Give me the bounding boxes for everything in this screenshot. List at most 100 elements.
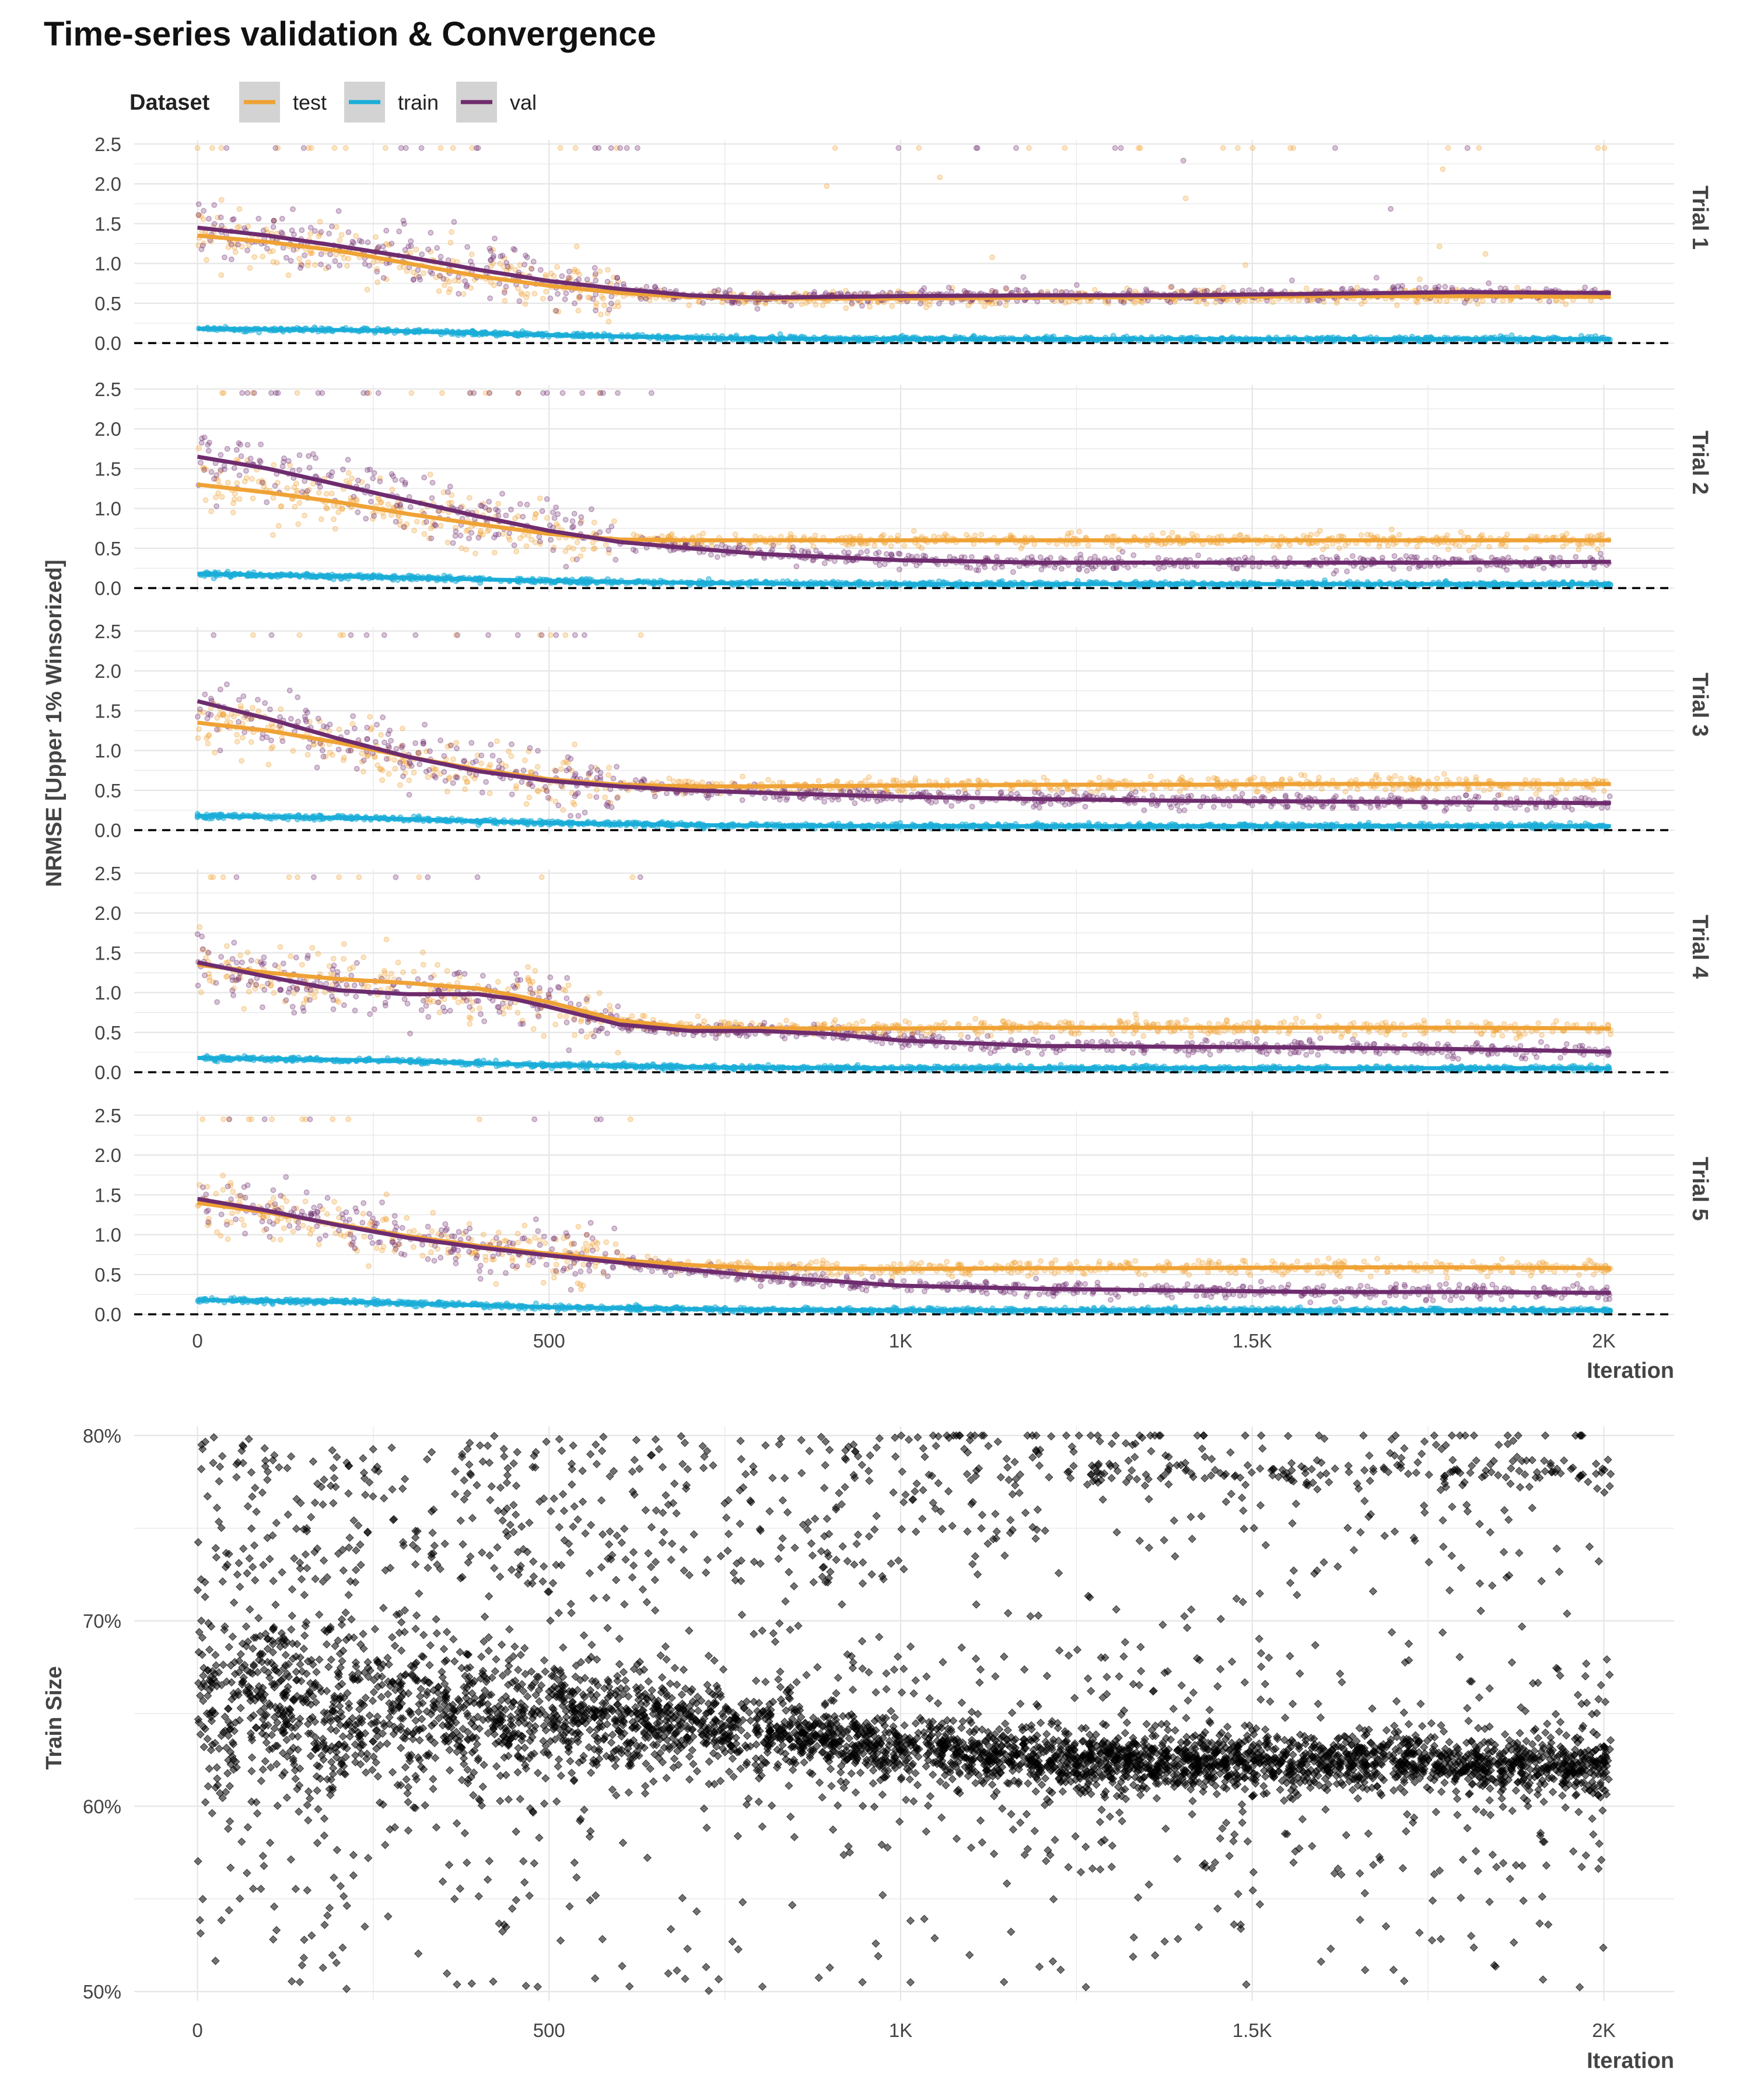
point-test — [1182, 195, 1189, 201]
point-val — [279, 216, 285, 222]
point-test — [484, 528, 491, 534]
point-test — [923, 304, 929, 310]
point-test — [752, 533, 758, 540]
point-test — [580, 546, 586, 552]
point-val — [1156, 565, 1162, 572]
point-test — [598, 312, 604, 317]
point-val — [1119, 549, 1126, 555]
point-val — [974, 145, 981, 151]
point-test — [1354, 284, 1360, 290]
point-test — [1068, 530, 1074, 536]
point-val — [606, 528, 611, 534]
point-val — [221, 463, 228, 469]
point-val — [337, 262, 343, 268]
point-test — [453, 740, 460, 746]
point-test — [719, 299, 726, 306]
point-val — [436, 272, 443, 279]
point-val — [593, 278, 599, 284]
point-test — [341, 255, 347, 261]
point-test — [208, 508, 215, 514]
point-test — [275, 523, 282, 529]
point-test — [218, 197, 225, 203]
point-val — [1218, 298, 1224, 304]
point-val — [1489, 554, 1495, 561]
point-train — [1322, 577, 1328, 583]
point-test — [1358, 301, 1364, 307]
point-val — [355, 477, 361, 484]
point-val — [530, 258, 537, 265]
point-test — [901, 542, 908, 549]
point-test — [611, 274, 617, 281]
point-val — [306, 453, 312, 459]
point-val — [231, 465, 237, 471]
point-test — [540, 295, 546, 302]
point-test — [1137, 145, 1143, 151]
point-test — [1242, 298, 1248, 304]
point-val — [315, 390, 321, 396]
point-test — [237, 703, 244, 709]
point-val — [592, 265, 598, 271]
point-test — [491, 550, 498, 556]
point-test — [544, 515, 550, 521]
point-test — [478, 760, 485, 766]
point-val — [947, 554, 953, 560]
point-test — [1147, 774, 1154, 780]
point-test — [1436, 243, 1443, 250]
point-val — [843, 559, 849, 565]
point-val — [304, 488, 310, 494]
point-val — [1258, 286, 1265, 293]
point-val — [604, 278, 611, 285]
point-val — [1168, 284, 1175, 290]
point-test — [413, 246, 419, 253]
point-test — [497, 260, 503, 267]
point-val — [553, 504, 559, 510]
point-val — [1379, 554, 1385, 561]
point-test — [1563, 785, 1570, 791]
point-test — [260, 253, 266, 260]
point-test — [444, 539, 451, 545]
y-tick-label: 0.5 — [94, 538, 121, 559]
point-val — [569, 518, 576, 524]
point-test — [338, 232, 345, 238]
point-val — [508, 506, 514, 513]
point-test — [219, 390, 225, 396]
point-val — [648, 390, 654, 396]
point-val — [1073, 282, 1080, 288]
point-test — [524, 290, 530, 297]
point-test — [1394, 302, 1400, 309]
point-val — [1047, 555, 1054, 561]
point-test — [587, 295, 593, 301]
y-tick-label: 0.0 — [94, 820, 121, 841]
point-test — [1234, 145, 1241, 151]
point-val — [769, 547, 775, 553]
point-test — [506, 265, 513, 272]
point-val — [228, 242, 235, 248]
point-val — [1391, 553, 1398, 559]
legend-label-test: test — [293, 90, 327, 114]
point-test — [1196, 299, 1202, 305]
point-val — [1287, 555, 1293, 561]
point-test — [212, 750, 218, 756]
legend-entry-train: train — [344, 82, 439, 123]
point-test — [215, 490, 222, 496]
point-val — [573, 556, 580, 562]
point-val — [402, 145, 409, 151]
point-val — [528, 266, 535, 272]
point-test — [442, 282, 447, 288]
point-val — [1486, 280, 1492, 286]
point-test — [203, 257, 209, 263]
point-val — [1013, 145, 1019, 151]
point-test — [1443, 298, 1450, 304]
point-val — [332, 258, 338, 264]
point-val — [362, 261, 368, 267]
point-test — [937, 174, 943, 180]
point-val — [961, 288, 968, 294]
point-val — [503, 284, 509, 290]
point-val — [230, 216, 237, 222]
y-tick-label: 2.5 — [94, 621, 121, 642]
point-test — [572, 145, 579, 151]
point-test — [309, 250, 316, 257]
point-test — [463, 547, 470, 553]
point-val — [456, 290, 462, 297]
